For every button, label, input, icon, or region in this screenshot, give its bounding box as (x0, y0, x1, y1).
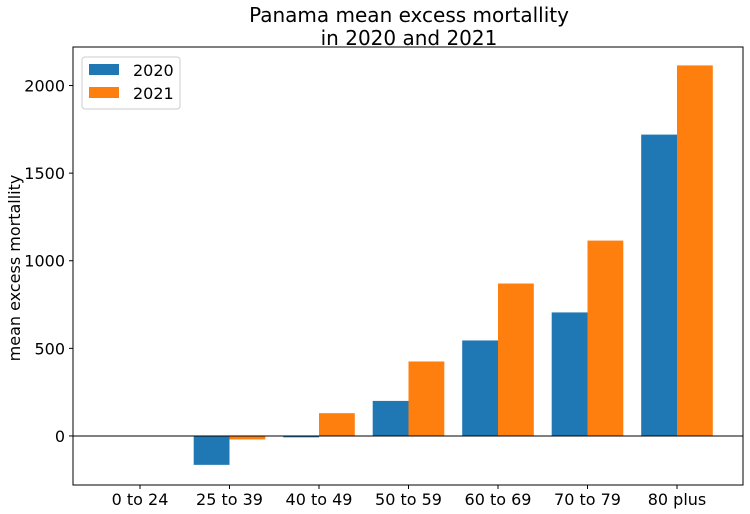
x-tick-label: 50 to 59 (375, 490, 442, 509)
chart-title-line2: in 2020 and 2021 (321, 26, 498, 50)
x-tick-label: 60 to 69 (465, 490, 532, 509)
bar-2020-80-plus (641, 134, 677, 436)
y-axis-label: mean excess mortallity (5, 175, 24, 362)
x-tick-label: 25 to 39 (196, 490, 263, 509)
legend-swatch-2020 (89, 64, 119, 75)
bar-2020-70-to-79 (551, 312, 588, 436)
y-axis: 0 500 1000 1500 2000 (24, 77, 73, 446)
bars-group (193, 65, 713, 465)
x-tick-label: 0 to 24 (112, 490, 169, 509)
x-axis: 0 to 24 25 to 39 40 to 49 50 to 59 60 to 69 7… (112, 485, 707, 509)
bar-2021-60-to-69 (498, 283, 534, 436)
legend: 2020 2021 (81, 56, 181, 110)
bar-2020-60-to-69 (462, 340, 498, 436)
x-tick-label: 70 to 79 (554, 490, 621, 509)
y-tick-label: 500 (34, 339, 65, 358)
bar-2021-70-to-79 (587, 240, 624, 436)
bar-2020-25-to-39 (193, 435, 230, 465)
legend-label-2021: 2021 (133, 84, 174, 103)
bar-2020-50-to-59 (372, 400, 409, 436)
x-tick-label: 40 to 49 (286, 490, 353, 509)
y-tick-label: 1000 (24, 252, 65, 271)
bar-2021-25-to-39 (229, 435, 266, 440)
bar-2021-80-plus (677, 65, 713, 436)
y-tick-label: 2000 (24, 77, 65, 96)
legend-swatch-2021 (89, 87, 119, 98)
x-tick-label: 80 plus (648, 490, 707, 509)
chart-title-line1: Panama mean excess mortallity (249, 3, 569, 27)
y-tick-label: 1500 (24, 164, 65, 183)
bar-2021-50-to-59 (408, 361, 445, 436)
legend-label-2020: 2020 (133, 61, 174, 80)
y-tick-label: 0 (55, 427, 65, 446)
bar-2020-40-to-49 (283, 435, 319, 438)
bar-2021-40-to-49 (319, 413, 355, 436)
